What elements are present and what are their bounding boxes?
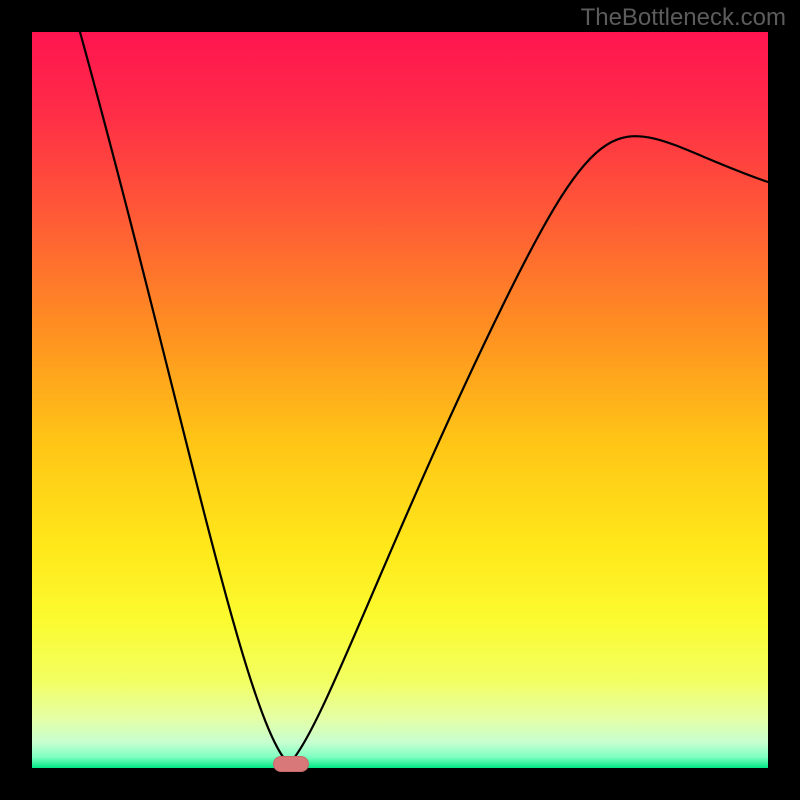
minimum-marker <box>273 756 309 772</box>
chart-frame: TheBottleneck.com <box>0 0 800 800</box>
watermark-text: TheBottleneck.com <box>581 4 786 32</box>
plot-area <box>32 32 768 768</box>
